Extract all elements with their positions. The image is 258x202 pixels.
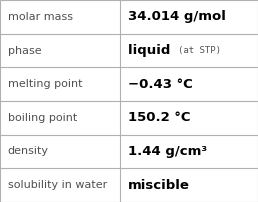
Text: −0.43 °C: −0.43 °C: [128, 78, 192, 91]
Text: 34.014 g/mol: 34.014 g/mol: [128, 10, 225, 23]
Text: density: density: [8, 146, 49, 157]
Text: melting point: melting point: [8, 79, 82, 89]
Text: boiling point: boiling point: [8, 113, 77, 123]
Text: liquid: liquid: [128, 44, 179, 57]
Text: molar mass: molar mass: [8, 12, 73, 22]
Text: phase: phase: [8, 45, 41, 56]
Text: solubility in water: solubility in water: [8, 180, 107, 190]
Text: miscible: miscible: [128, 179, 190, 192]
Text: (at STP): (at STP): [178, 46, 221, 55]
Text: 150.2 °C: 150.2 °C: [128, 111, 190, 124]
Text: 1.44 g/cm³: 1.44 g/cm³: [128, 145, 207, 158]
